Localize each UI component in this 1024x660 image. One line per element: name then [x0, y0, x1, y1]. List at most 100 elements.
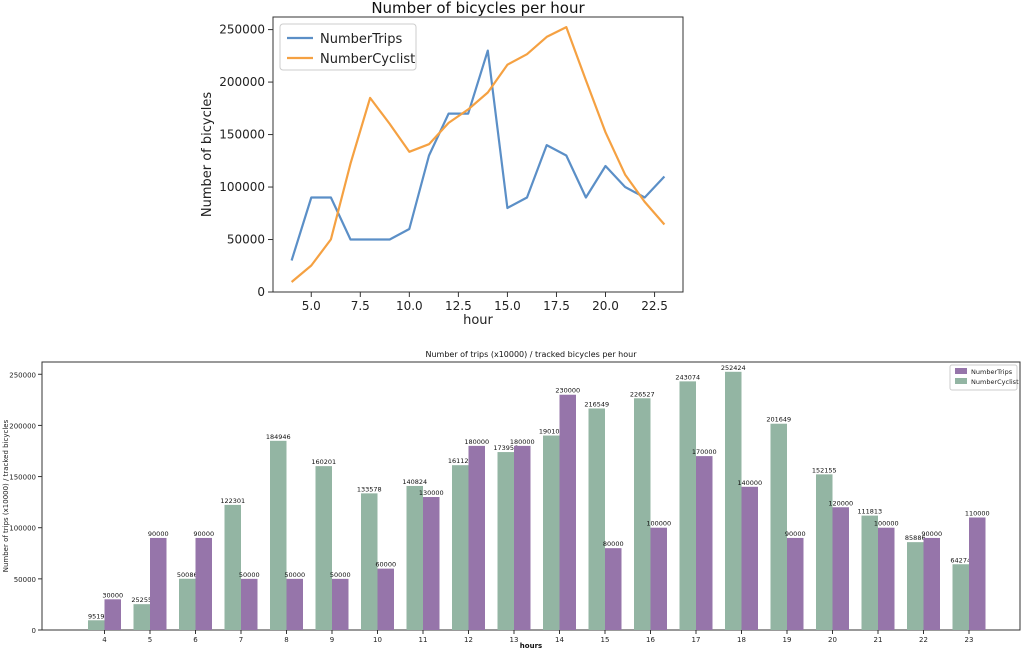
- line-x-axis-label: hour: [463, 313, 493, 328]
- bar-legend-swatch: [955, 378, 967, 384]
- bar-cyclist-label: 133578: [357, 485, 382, 493]
- bar-legend-swatch: [955, 368, 967, 374]
- line-y-tick-label: 200000: [219, 75, 265, 89]
- line-x-tick-label: 10.0: [396, 299, 423, 313]
- line-x-tick-label: 12.5: [445, 299, 472, 313]
- bar-trips-label: 50000: [330, 571, 351, 579]
- bar-trips: [514, 445, 531, 630]
- line-chart: 5.0 7.5 10.0 12.5 15.0 17.5 20.0 22.5 0 50000 1000…: [200, 0, 684, 328]
- bar-x-tick-label: 17: [692, 636, 701, 644]
- bar-cyclist-label: 140824: [402, 478, 427, 486]
- bar-cyclist: [770, 423, 787, 630]
- bar-cyclist: [634, 398, 651, 630]
- bar-x-tick-label: 10: [373, 636, 382, 644]
- bar-trips-label: 90000: [921, 530, 942, 538]
- bar-cyclist: [816, 474, 833, 630]
- bar-x-tick-label: 16: [646, 636, 655, 644]
- bar-cyclist-label: 173956: [493, 444, 518, 452]
- bar-trips-label: 50000: [239, 571, 260, 579]
- line-chart-frame: [272, 16, 684, 293]
- bar-trips-label: 180000: [510, 438, 535, 446]
- bar-cyclist-label: 64274: [950, 556, 971, 564]
- bar-cyclist-label: 201649: [766, 416, 791, 424]
- line-x-tick-label: 5.0: [302, 299, 321, 313]
- line-x-tick-label: 22.5: [641, 299, 668, 313]
- bar-trips-label: 60000: [375, 561, 396, 569]
- bar-cyclist-label: 50086: [177, 571, 198, 579]
- bar-x-tick-label: 18: [737, 636, 746, 644]
- bar-cyclist: [361, 493, 378, 630]
- bar-trips: [286, 578, 303, 630]
- bar-cyclist: [179, 578, 196, 630]
- bar-trips: [923, 537, 940, 630]
- bar-legend-label: NumberTrips: [971, 368, 1013, 376]
- bar-trips: [878, 527, 895, 630]
- bar-cyclist: [224, 504, 241, 630]
- bar-trips-label: 110000: [965, 509, 990, 517]
- bar-cyclist-label: 85886: [905, 534, 926, 542]
- line-x-tick-label: 7.5: [351, 299, 370, 313]
- bar-cyclist: [543, 435, 560, 630]
- bar-cyclist: [270, 440, 287, 630]
- bar-cyclist: [497, 452, 514, 630]
- bar-cyclist-label: 111813: [857, 508, 882, 516]
- bar-y-tick-label: 150000: [9, 474, 36, 482]
- bar-cyclist-label: 9519: [88, 612, 105, 620]
- bar-y-tick-label: 250000: [9, 371, 36, 379]
- bar-x-tick-label: 6: [193, 636, 198, 644]
- line-legend-box: [279, 23, 417, 71]
- line-y-tick-label: 150000: [219, 128, 265, 142]
- bar-trips: [150, 537, 167, 630]
- bar-cyclist: [315, 466, 332, 630]
- bar-cyclist-label: 122301: [220, 497, 245, 505]
- bar-cyclist-label: 226527: [630, 390, 655, 398]
- bar-trips-label: 230000: [555, 387, 580, 395]
- line-y-tick-label: 0: [257, 285, 265, 299]
- bar-cyclist-label: 152155: [812, 466, 837, 474]
- bar-cyclist-label: 25255: [131, 596, 152, 604]
- bar-x-tick-label: 15: [601, 636, 610, 644]
- bar-x-tick-label: 5: [148, 636, 152, 644]
- bar-trips-label: 50000: [284, 571, 305, 579]
- bar-cyclist-label: 184946: [266, 433, 291, 441]
- bar-trips-label: 100000: [646, 520, 671, 528]
- bar-trips: [468, 445, 485, 630]
- line-chart-title: Number of bicycles per hour: [371, 0, 585, 17]
- bar-trips-label: 100000: [874, 520, 899, 528]
- bar-cyclist: [452, 465, 469, 630]
- line-series-NumberCyclist: [290, 26, 666, 283]
- bar-cyclist: [679, 381, 696, 630]
- bar-trips-label: 90000: [193, 530, 214, 538]
- bar-x-tick-label: 7: [239, 636, 243, 644]
- bar-trips: [332, 578, 349, 630]
- bar-trips: [104, 599, 121, 630]
- bar-cyclist-label: 243074: [675, 373, 700, 381]
- bar-trips: [423, 497, 440, 630]
- bar-trips-label: 120000: [828, 499, 853, 507]
- bar-cyclist: [907, 542, 924, 630]
- bar-y-tick-label: 50000: [14, 576, 36, 584]
- bar-trips: [787, 537, 804, 630]
- bar-x-tick-label: 13: [510, 636, 519, 644]
- bar-trips: [741, 486, 758, 630]
- bar-trips-label: 90000: [148, 530, 169, 538]
- line-x-tick-label: 20.0: [592, 299, 619, 313]
- line-y-tick-label: 50000: [227, 233, 265, 247]
- bar-trips: [559, 394, 576, 630]
- bar-trips-label: 140000: [737, 479, 762, 487]
- bar-cyclist-label: 190101: [539, 428, 564, 436]
- bar-cyclist-label: 160201: [311, 458, 336, 466]
- bar-cyclist: [406, 485, 423, 630]
- bar-y-tick-label: 200000: [9, 422, 36, 430]
- bar-x-tick-label: 19: [783, 636, 792, 644]
- bar-x-tick-label: 20: [828, 636, 837, 644]
- bar-trips: [832, 507, 849, 630]
- line-x-tick-label: 17.5: [543, 299, 570, 313]
- bar-trips: [195, 537, 212, 630]
- bar-trips-label: 130000: [419, 489, 444, 497]
- bar-x-tick-label: 9: [330, 636, 334, 644]
- bar-trips: [605, 548, 622, 630]
- line-y-tick-label: 250000: [219, 23, 265, 37]
- bar-y-axis-label: Number of trips (x10000) / tracked bicyc…: [2, 419, 10, 572]
- bar-cyclist: [952, 564, 969, 630]
